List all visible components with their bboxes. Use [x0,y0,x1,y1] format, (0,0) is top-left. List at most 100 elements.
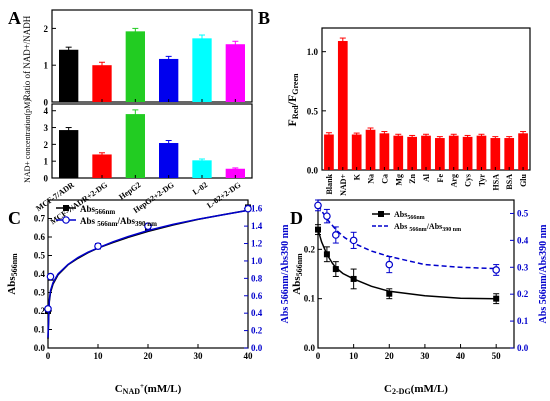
bar [59,49,79,102]
panel-d: Abs566nm Abs 566nm/Abs390 nm C2-DG(mM/L)… [291,199,549,396]
y-tick-label: 1.0 [307,47,319,57]
x-tick-label: 10 [94,351,104,361]
x-tick-label: L-02+2-DG [205,180,242,210]
panel-c-ylabel: Abs566nm [6,253,19,295]
panel-a-top-frame [51,9,253,103]
x-tick-label: Cys [464,174,473,187]
x-tick-label: HSA [491,174,500,191]
y-right-tick-label: 0.5 [517,208,529,218]
y-tick-label: 2 [44,140,49,150]
y-right-tick-label: 0.2 [517,289,529,299]
x-tick-label: Fe [436,174,445,183]
y-tick-label: 0.6 [34,232,46,242]
x-tick-label: L-02 [191,180,209,197]
y-right-tick-label: 0.0 [251,343,263,353]
data-point [314,201,322,210]
x-tick-label: Glu [519,173,528,186]
bar [192,38,212,102]
bar [421,135,431,170]
y-right-tick-label: 0.3 [517,262,529,272]
legend-label-ratio-d: Abs 566nm/Abs390 nm [394,222,461,233]
bar [159,58,179,102]
data-point [323,212,331,220]
bar [393,135,404,170]
panel-label-b: B [258,8,270,28]
y-tick-label: 0.0 [304,343,316,353]
data-point [323,251,330,258]
legend-label-ratio: Abs 566nm/Abs390 nm [80,216,157,228]
panel-d-ylabel: Abs566nm [291,253,304,295]
panel-c: Abs566nm Abs 566nm/Abs390 nm CNAD+(mM/L)… [6,199,291,396]
data-point [46,272,55,281]
data-point [349,236,358,245]
x-tick-label: NAD+ [339,174,348,196]
y-tick-label: 0.5 [307,106,319,116]
panel-b-ylabel: FRed/FGreen [285,73,300,127]
panel-b: FRed/FGreen 0.0 0.5 1.0 Blank NAD+ K Na Ca Mg Zn A… [285,27,531,196]
bar [92,154,112,178]
panel-a-bottom-frame [51,103,253,179]
bar [435,138,445,170]
x-tick-label: 20 [144,351,154,361]
y-right-tick-label: 1.0 [251,256,263,266]
y-tick-label: 0 [44,174,49,184]
x-tick-label: 50 [492,351,502,361]
y-tick-label: 0.2 [304,244,316,254]
data-point [385,260,394,269]
y-tick-label: 0.3 [34,288,46,298]
panel-c-ylabel-right: Abs 566nm/Abs390 nm [280,224,291,324]
panel-c-xlabel: CNAD+(mM/L) [115,382,182,396]
panel-d-frame [317,199,515,349]
bar [407,136,417,170]
x-tick-label: 10 [349,351,359,361]
bar [490,138,501,170]
y-tick-label: 1 [44,157,49,167]
y-right-tick-label: 0.0 [517,343,529,353]
panel-d-xlabel: C2-DG(mM/L) [384,383,448,396]
bar [324,134,334,170]
bar [518,133,528,170]
legend-label-abs566-d: Abs566nm [394,210,425,221]
x-tick-label: Na [367,174,376,184]
y-tick-label: 4 [44,106,49,116]
bar [59,130,79,178]
panel-a-top-ylabel: Ratio of NAD+/NADH [22,15,32,100]
legend-label-abs566: Abs566nm [80,204,115,216]
panel-label-c: C [8,208,21,228]
x-tick-label: 30 [420,351,430,361]
panel-d-ylabel-right: Abs 566nm/Abs390 nm [538,224,549,324]
x-tick-label: 0 [46,351,51,361]
y-tick-label: 0.2 [34,306,46,316]
x-tick-label: Ca [380,174,389,184]
bar [159,143,179,178]
bar [337,41,348,171]
bar [379,133,390,170]
x-tick-label: 30 [194,351,204,361]
y-right-tick-label: 0.4 [251,308,263,318]
y-tick-label: 1 [44,61,49,71]
data-point [94,242,102,250]
y-right-tick-label: 1.6 [251,204,263,214]
data-point [493,295,500,302]
panel-label-a: A [8,8,21,28]
y-right-tick-label: 0.1 [517,316,529,326]
legend-marker-abs566-d [378,211,384,217]
bar [476,135,487,170]
x-tick-label: HepG2 [117,180,142,201]
x-tick-label: 40 [244,351,254,361]
bar [125,31,145,102]
data-point [44,305,52,313]
x-tick-label: Al [422,173,431,182]
y-right-tick-label: 0.4 [517,235,529,245]
panel-d-legend: Abs566nm Abs 566nm/Abs390 nm [372,210,461,233]
legend-marker-ratio [62,216,70,224]
x-tick-label: 0 [316,351,321,361]
y-right-tick-label: 0.6 [251,291,263,301]
data-point [332,231,340,239]
y-tick-label: 2 [44,24,49,34]
y-tick-label: 0 [44,98,49,108]
bar [462,136,473,170]
x-tick-label: K [353,173,362,180]
y-tick-label: 0.7 [34,214,46,224]
y-right-tick-label: 1.4 [251,221,263,231]
